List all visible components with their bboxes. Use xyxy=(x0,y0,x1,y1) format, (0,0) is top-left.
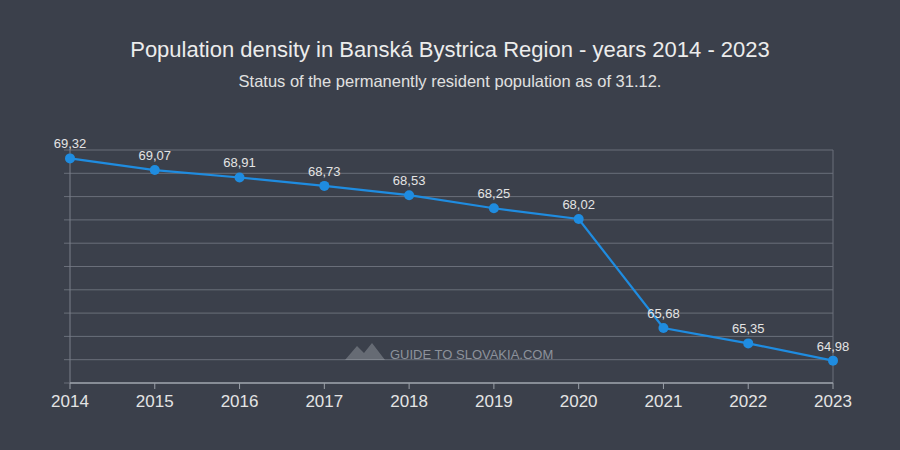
point xyxy=(489,203,499,213)
x-tick-label: 2022 xyxy=(729,392,767,411)
watermark-icon xyxy=(345,343,385,360)
grid-line xyxy=(64,150,833,151)
x-tick xyxy=(833,383,834,389)
point xyxy=(658,323,668,333)
background xyxy=(0,0,900,450)
watermark: GUIDE TO SLOVAKIA.COM xyxy=(390,347,553,362)
data-label: 65,35 xyxy=(732,321,765,336)
x-tick xyxy=(154,383,155,389)
x-tick-label: 2018 xyxy=(390,392,428,411)
grid-line xyxy=(64,289,833,290)
grid-line xyxy=(64,383,833,384)
grid-line xyxy=(64,313,833,314)
line xyxy=(70,158,833,360)
data-label: 69,07 xyxy=(139,148,172,163)
point xyxy=(574,214,584,224)
point xyxy=(743,338,753,348)
data-label: 68,25 xyxy=(478,186,511,201)
x-tick-label: 2016 xyxy=(221,392,259,411)
point xyxy=(235,172,245,182)
chart-container: Population density in Banská Bystrica Re… xyxy=(0,0,900,450)
title: Population density in Banská Bystrica Re… xyxy=(130,37,770,62)
x-tick xyxy=(70,383,71,389)
data-label: 68,53 xyxy=(393,173,426,188)
grid xyxy=(64,150,833,383)
x-tick-label: 2021 xyxy=(645,392,683,411)
watermark-logo xyxy=(345,343,385,360)
grid-line xyxy=(64,196,833,197)
x-tick-label: 2023 xyxy=(814,392,852,411)
x-tick xyxy=(578,383,579,389)
grid-line xyxy=(64,219,833,220)
x-tick xyxy=(748,383,749,389)
x-tick xyxy=(324,383,325,389)
point xyxy=(404,190,414,200)
point xyxy=(150,165,160,175)
grid-line xyxy=(64,266,833,267)
x-tick xyxy=(239,383,240,389)
data-group xyxy=(65,153,838,365)
data-label: 65,68 xyxy=(647,306,680,321)
subtitle: Status of the permanently resident popul… xyxy=(239,72,662,90)
x-tick xyxy=(663,383,664,389)
x-tick-label: 2014 xyxy=(51,392,89,411)
point xyxy=(65,153,75,163)
grid-line xyxy=(64,243,833,244)
x-tick xyxy=(493,383,494,389)
data-label: 69,32 xyxy=(54,136,87,151)
point xyxy=(828,356,838,366)
x-tick-label: 2019 xyxy=(475,392,513,411)
data-label: 68,91 xyxy=(223,155,256,170)
y-axis-line xyxy=(70,150,71,383)
x-tick xyxy=(409,383,410,389)
x-tick-label: 2017 xyxy=(305,392,343,411)
data-label: 68,02 xyxy=(562,197,595,212)
x-tick-label: 2015 xyxy=(136,392,174,411)
data-label: 64,98 xyxy=(817,339,850,354)
chart-svg: Population density in Banská Bystrica Re… xyxy=(0,0,900,450)
data-label: 68,73 xyxy=(308,164,341,179)
x-tick-label: 2020 xyxy=(560,392,598,411)
point xyxy=(319,181,329,191)
x-axis-line xyxy=(70,382,833,384)
